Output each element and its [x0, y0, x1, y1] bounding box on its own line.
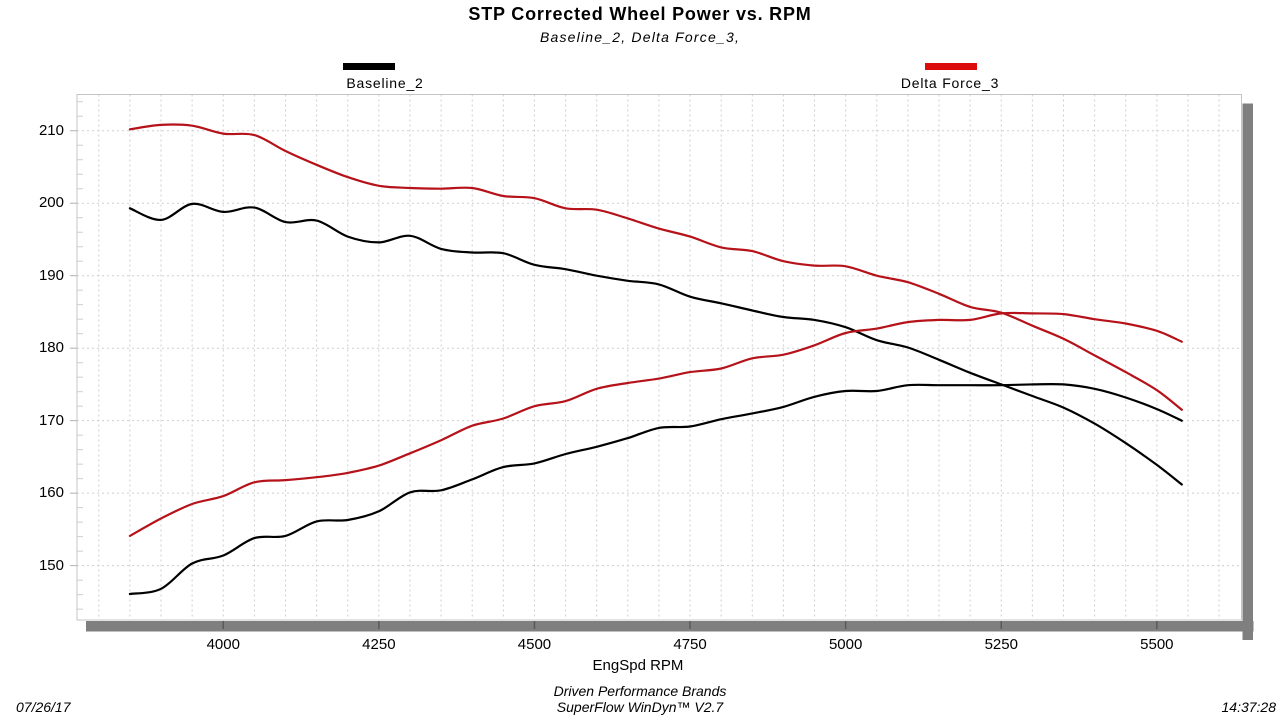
dyno-chart-plot — [70, 94, 1254, 640]
y-tick-label-190: 190 — [38, 266, 64, 284]
legend-label-delta force_3: Delta Force_3 — [900, 75, 1000, 91]
x-tick-label-4750: 4750 — [673, 636, 707, 653]
y-tick-label-160: 160 — [38, 484, 64, 502]
x-tick-label-4250: 4250 — [362, 636, 396, 653]
footer-date: 07/26/17 — [16, 699, 71, 715]
curve-delta-force-3-torque-trace — [128, 123, 1183, 411]
x-tick-label-5500: 5500 — [1140, 636, 1174, 653]
plot-shadow-right — [1242, 103, 1253, 640]
x-tick-label-4500: 4500 — [517, 636, 552, 653]
page-title: STP Corrected Wheel Power vs. RPM — [468, 4, 812, 24]
plot-border — [76, 94, 1242, 621]
plot-shadow-bottom — [86, 621, 1254, 632]
y-tick-label-180: 180 — [38, 339, 64, 357]
x-tick-label-5250: 5250 — [984, 636, 1018, 653]
y-tick-label-210: 210 — [38, 121, 64, 139]
legend-label-baseline_2: Baseline_2 — [346, 75, 424, 91]
legend-swatch-delta force_3 — [925, 63, 977, 70]
y-tick-label-200: 200 — [38, 194, 64, 212]
curve-baseline-2-torque-trace — [128, 202, 1183, 486]
curve-baseline-2-power-trace — [128, 382, 1183, 595]
y-tick-label-150: 150 — [38, 556, 64, 574]
x-tick-label-4000: 4000 — [206, 636, 240, 653]
x-axis-title: EngSpd RPM — [592, 657, 684, 674]
footer-brand-line2: SuperFlow WinDyn™ V2.7 — [556, 699, 724, 715]
footer-brand-line1: Driven Performance Brands — [553, 683, 727, 699]
y-tick-label-170: 170 — [38, 411, 64, 429]
footer-brand: Driven Performance Brands SuperFlow WinD… — [0, 683, 1280, 715]
footer-time: 14:37:28 — [1221, 699, 1277, 715]
curve-delta-force-3-power-trace — [128, 311, 1183, 537]
x-tick-label-5000: 5000 — [828, 636, 863, 653]
chart-subtitle: Baseline_2, Delta Force_3, — [539, 29, 741, 45]
legend-swatch-baseline_2 — [343, 63, 395, 70]
